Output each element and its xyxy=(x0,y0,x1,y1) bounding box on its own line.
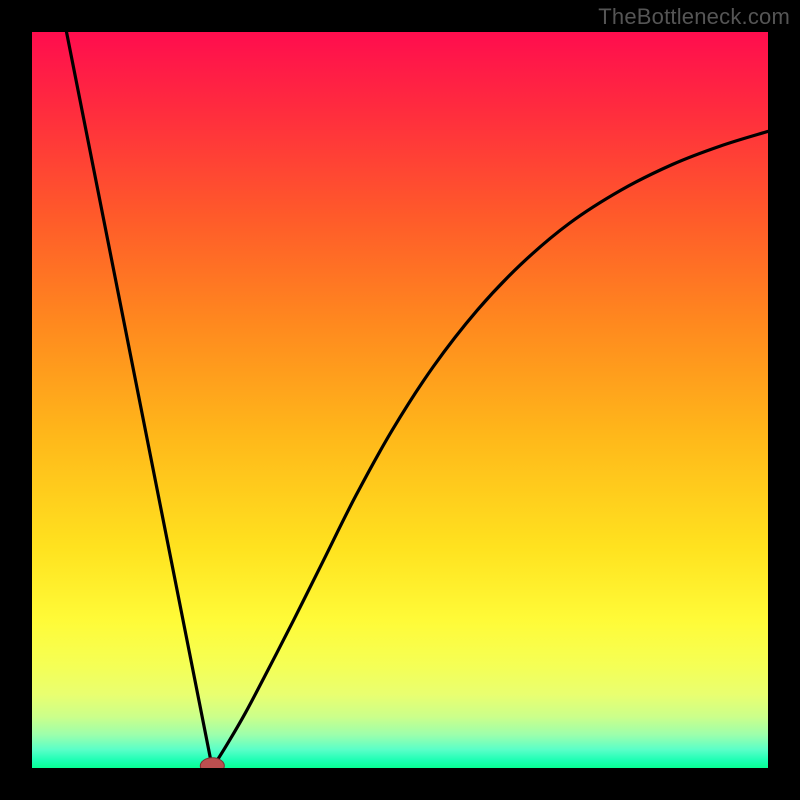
minimum-marker xyxy=(200,758,224,774)
bottleneck-curve xyxy=(58,0,768,768)
watermark-text: TheBottleneck.com xyxy=(598,4,790,30)
chart-svg xyxy=(0,0,800,800)
